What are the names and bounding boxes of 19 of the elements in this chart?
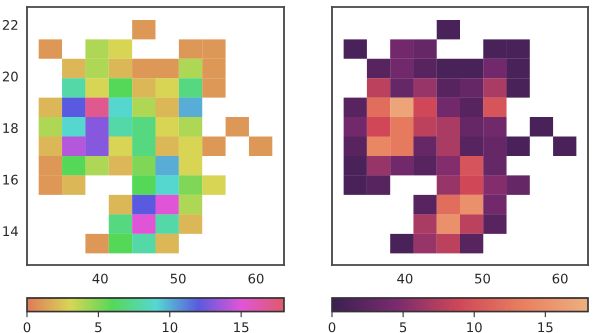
color-bar-label: 10 — [162, 322, 178, 332]
y-tick-label: 22 — [2, 20, 18, 30]
color-bar-label: 15 — [538, 322, 553, 332]
y-tick-label: 18 — [3, 123, 18, 134]
color-bar-label: 10 — [467, 322, 482, 332]
x-tick-label: 60 — [248, 274, 264, 284]
y-tick-label: 16 — [3, 174, 18, 185]
x-tick-label: 50 — [475, 274, 490, 284]
x-tick-label: 40 — [92, 274, 108, 284]
y-tick-label: 14 — [3, 226, 18, 236]
color-bar-label: 0 — [328, 322, 336, 332]
x-tick-label: 50 — [170, 274, 186, 284]
color-bar-label: 15 — [234, 322, 248, 332]
x-tick-label: 40 — [397, 274, 412, 284]
color-bar-label: 5 — [400, 322, 406, 332]
x-tick-label: 60 — [552, 274, 568, 284]
color-bar-label: 0 — [24, 322, 30, 332]
color-bar-label: 5 — [95, 322, 102, 332]
y-tick-label: 20 — [2, 72, 18, 82]
